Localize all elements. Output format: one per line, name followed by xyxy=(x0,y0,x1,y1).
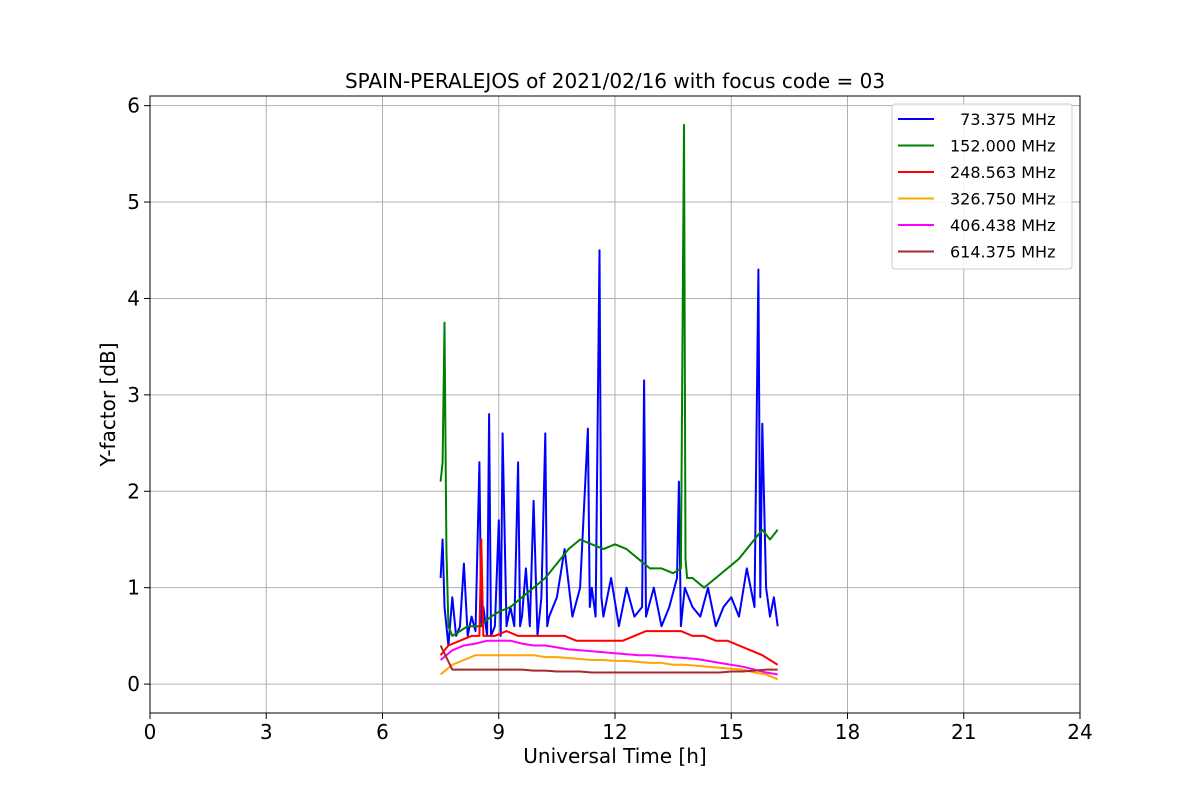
x-tick-label: 12 xyxy=(602,720,627,744)
legend-label: 248.563 MHz xyxy=(950,163,1055,182)
x-tick-label: 18 xyxy=(835,720,860,744)
x-tick-label: 15 xyxy=(719,720,744,744)
x-tick-label: 24 xyxy=(1067,720,1092,744)
x-axis-label: Universal Time [h] xyxy=(523,744,706,768)
legend-box xyxy=(891,103,1073,270)
series-line-0 xyxy=(439,249,779,647)
x-tick-label: 6 xyxy=(376,720,389,744)
series-line-4 xyxy=(439,639,778,676)
x-tick-label: 9 xyxy=(492,720,505,744)
chart-title: SPAIN-PERALEJOS of 2021/02/16 with focus… xyxy=(345,69,885,93)
legend: 73.375 MHz 152.000 MHz 248.563 MHz 326.750 … xyxy=(891,103,1073,270)
x-tick-label: 21 xyxy=(951,720,976,744)
series-line-1 xyxy=(439,123,779,637)
series-line-2 xyxy=(439,538,779,666)
series-line-3 xyxy=(439,654,779,681)
y-tick-label: 0 xyxy=(127,672,140,696)
legend-label: 614.375 MHz xyxy=(950,243,1055,262)
x-tick-label: 0 xyxy=(144,720,157,744)
y-tick-label: 4 xyxy=(127,286,140,310)
y-tick-label: 1 xyxy=(127,576,140,600)
y-tick-label: 5 xyxy=(127,190,140,214)
legend-label: 73.375 MHz xyxy=(950,110,1055,129)
series-line-5 xyxy=(439,645,778,674)
series-layer xyxy=(439,123,779,681)
legend-label: 326.750 MHz xyxy=(950,190,1055,209)
y-tick-label: 3 xyxy=(127,383,140,407)
legend-label: 406.438 MHz xyxy=(950,216,1055,235)
legend-label: 152.000 MHz xyxy=(950,137,1055,156)
x-tick-label: 3 xyxy=(260,720,273,744)
y-axis-label: Y-factor [dB] xyxy=(96,342,120,467)
grid xyxy=(149,96,1081,713)
y-tick-label: 2 xyxy=(127,479,140,503)
y-tick-label: 6 xyxy=(127,94,140,118)
